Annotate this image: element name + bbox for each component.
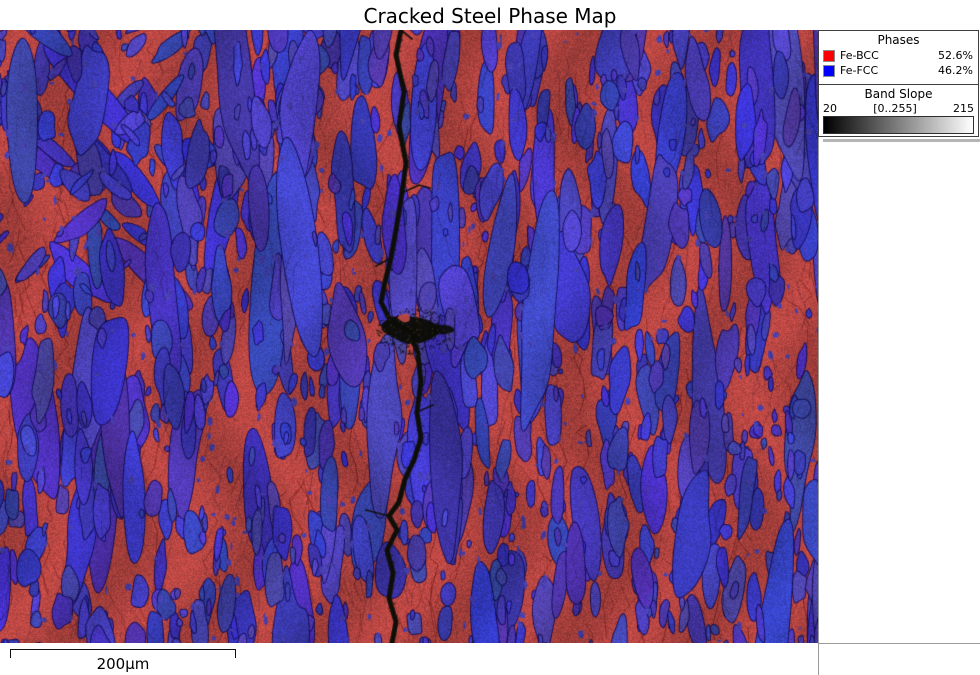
band-slope-panel: Band Slope 20 [0..255] 215	[818, 84, 979, 137]
band-slope-min-label: 20	[823, 102, 837, 115]
chart-title: Cracked Steel Phase Map	[363, 4, 617, 28]
phase-fraction-fe-bcc: 52.6%	[938, 49, 973, 62]
band-slope-gradient	[823, 116, 974, 134]
phase-swatch-fe-bcc	[823, 49, 835, 62]
band-slope-header: Band Slope	[864, 87, 933, 101]
band-slope-labels: 20 [0..255] 215	[819, 102, 978, 115]
phase-fraction-fe-fcc: 46.2%	[938, 64, 973, 77]
map-bottom-border-line	[818, 643, 980, 644]
phase-swatch-fe-fcc	[823, 64, 835, 77]
phases-header: Phases	[877, 33, 920, 47]
band-slope-range-label: [0..255]	[873, 102, 917, 115]
phase-label-fe-fcc: Fe-FCC	[840, 64, 879, 77]
scale-bar-label: 200µm	[96, 655, 150, 673]
phase-label-fe-bcc: Fe-BCC	[840, 49, 879, 62]
phase-row-fe-bcc: Fe-BCC 52.6%	[819, 49, 978, 62]
phase-row-fe-fcc: Fe-FCC 46.2%	[819, 64, 978, 77]
phase-map-canvas	[0, 30, 818, 643]
band-slope-max-label: 215	[952, 102, 974, 115]
panel-shadow	[823, 139, 980, 142]
phases-legend-panel: Phases Fe-BCC 52.6% Fe-FCC 46.2%	[818, 30, 979, 85]
scale-bar	[10, 649, 236, 658]
map-right-border-line	[818, 30, 819, 675]
